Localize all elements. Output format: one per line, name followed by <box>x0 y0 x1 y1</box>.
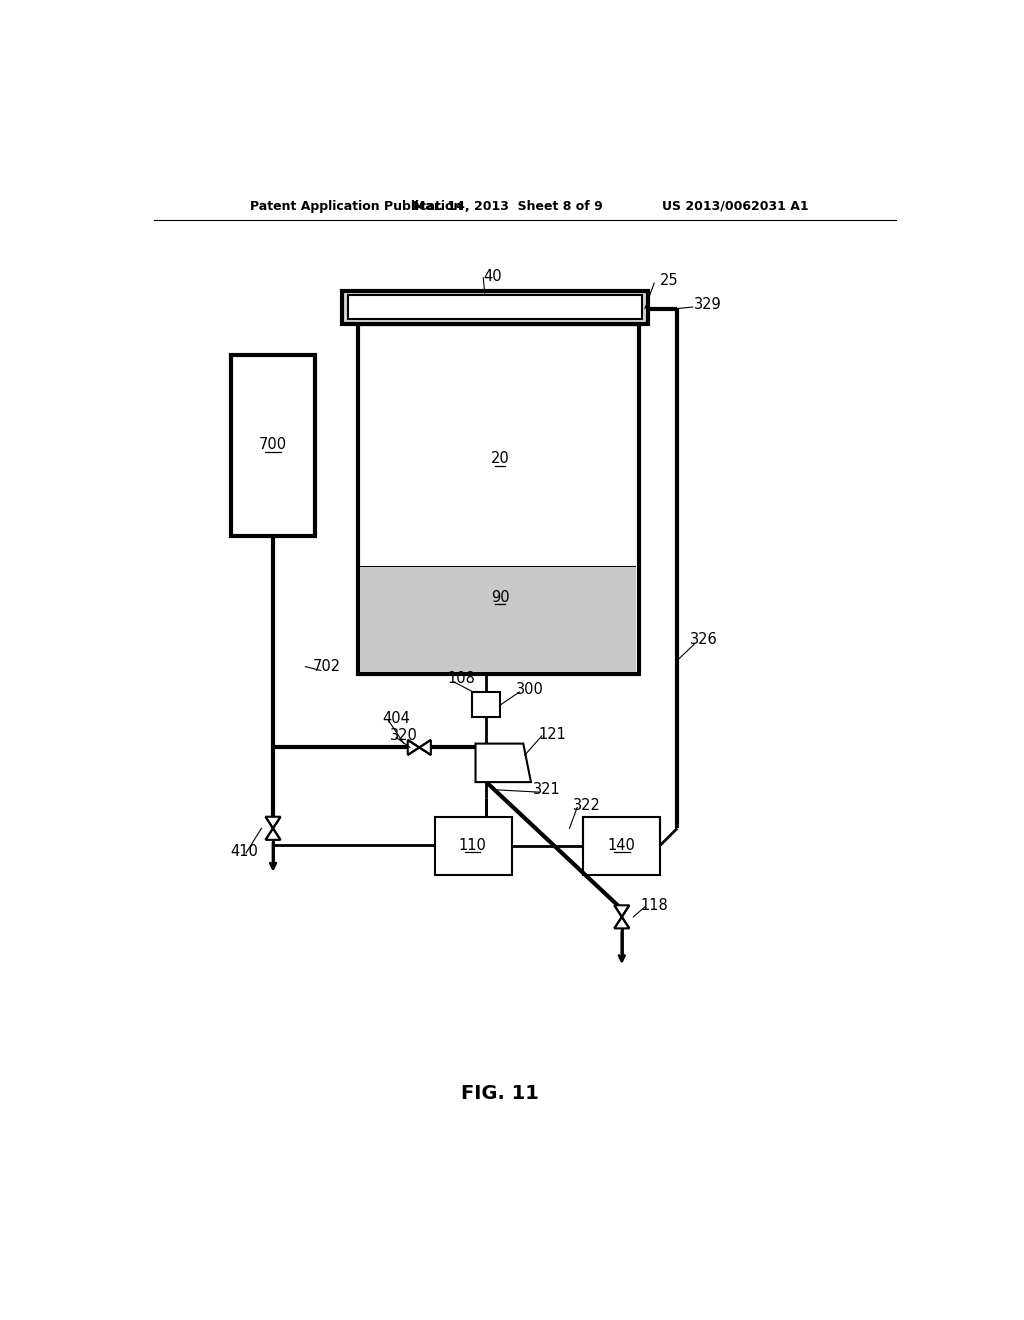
Text: FIG. 11: FIG. 11 <box>461 1085 539 1104</box>
Bar <box>435 817 512 875</box>
Text: 118: 118 <box>640 898 668 913</box>
Text: 90: 90 <box>490 590 510 605</box>
Polygon shape <box>614 906 630 928</box>
Polygon shape <box>408 741 431 755</box>
Text: 110: 110 <box>459 838 486 853</box>
Text: US 2013/0062031 A1: US 2013/0062031 A1 <box>662 199 808 213</box>
Bar <box>357 323 639 675</box>
Polygon shape <box>265 817 281 840</box>
Text: 320: 320 <box>390 729 418 743</box>
Text: 321: 321 <box>532 783 560 797</box>
Text: 121: 121 <box>539 727 566 742</box>
Text: 326: 326 <box>690 632 718 647</box>
Polygon shape <box>475 743 531 781</box>
Text: 322: 322 <box>573 797 601 813</box>
Bar <box>230 355 315 536</box>
Bar <box>472 692 500 717</box>
Text: 25: 25 <box>660 272 679 288</box>
Text: Patent Application Publication: Patent Application Publication <box>250 199 462 213</box>
Text: 404: 404 <box>382 711 411 726</box>
Text: 140: 140 <box>608 838 636 853</box>
Text: Mar. 14, 2013  Sheet 8 of 9: Mar. 14, 2013 Sheet 8 of 9 <box>413 199 603 213</box>
Text: 40: 40 <box>483 269 502 284</box>
Bar <box>342 290 648 323</box>
Bar <box>584 817 660 875</box>
Text: 300: 300 <box>515 682 544 697</box>
Text: 702: 702 <box>313 659 341 675</box>
Text: 410: 410 <box>230 843 258 859</box>
Bar <box>360 566 637 672</box>
Text: 329: 329 <box>694 297 722 313</box>
Text: 700: 700 <box>259 437 287 453</box>
Text: 20: 20 <box>490 451 510 466</box>
Text: 108: 108 <box>447 672 475 686</box>
Bar <box>348 296 642 319</box>
